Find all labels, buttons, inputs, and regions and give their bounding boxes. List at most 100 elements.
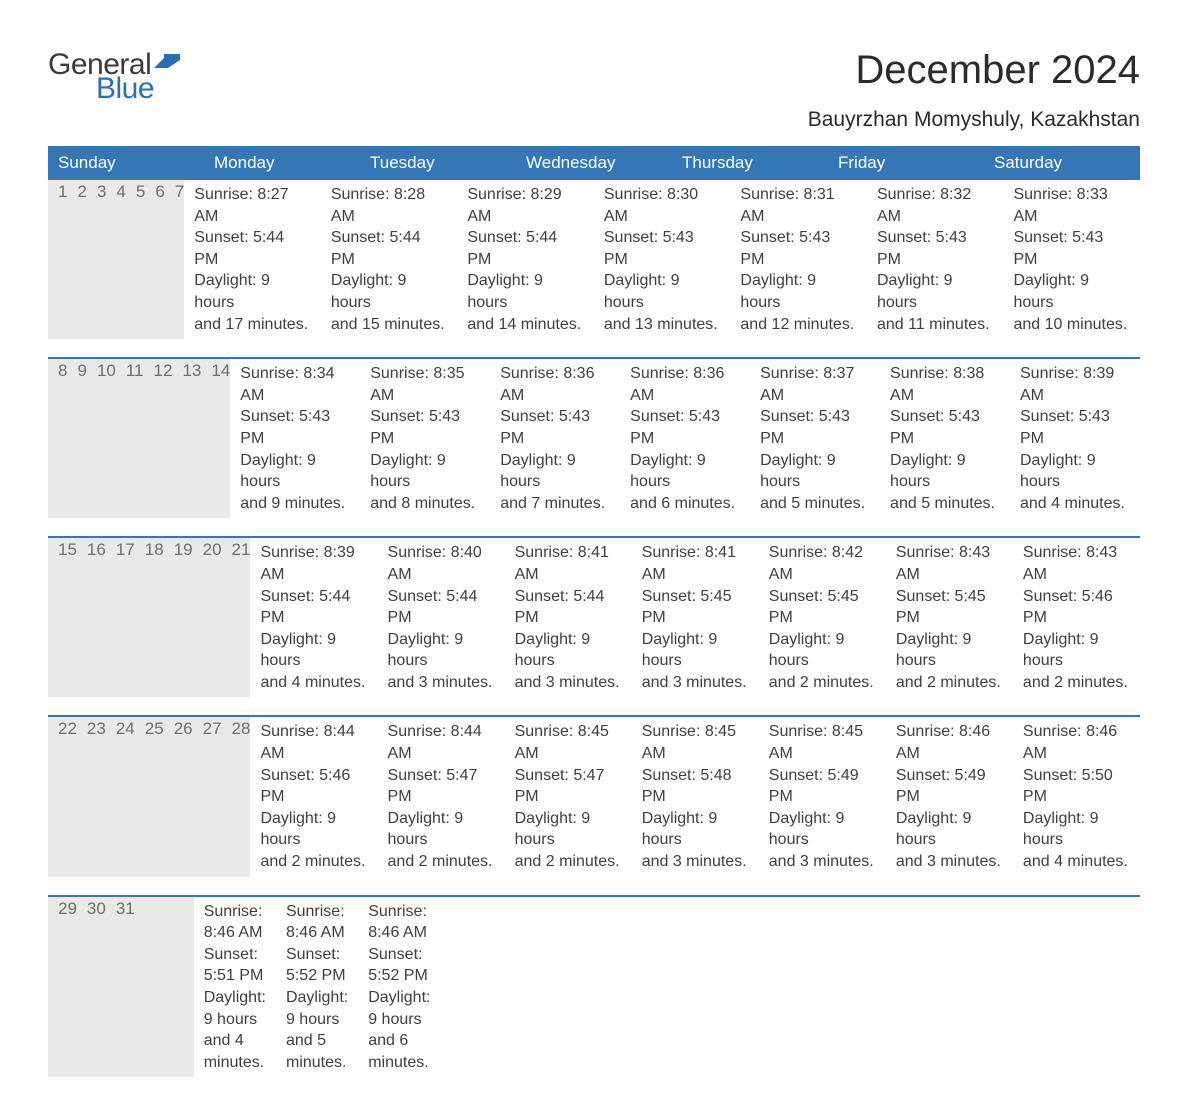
day-daylight1: Daylight: 9 hours xyxy=(240,450,350,493)
logo: General Blue xyxy=(48,50,182,104)
day-sunset: Sunset: 5:44 PM xyxy=(260,586,367,629)
day-daylight2: and 5 minutes. xyxy=(760,493,870,515)
weekday-header: Wednesday xyxy=(516,146,672,180)
day-daylight2: and 3 minutes. xyxy=(642,851,749,873)
day-daylight2: and 9 minutes. xyxy=(240,493,350,515)
day-daylight2: and 13 minutes. xyxy=(604,314,721,336)
day-daylight2: and 2 minutes. xyxy=(388,851,495,873)
day-number-row: 891011121314 xyxy=(48,359,230,518)
day-daylight1: Daylight: 9 hours xyxy=(331,270,448,313)
day-cell: Sunrise: 8:38 AMSunset: 5:43 PMDaylight:… xyxy=(880,359,1010,518)
day-cell: Sunrise: 8:41 AMSunset: 5:44 PMDaylight:… xyxy=(505,538,632,697)
day-cell: Sunrise: 8:46 AMSunset: 5:49 PMDaylight:… xyxy=(886,717,1013,876)
day-daylight1: Daylight: 9 hours xyxy=(896,808,1003,851)
day-daylight1: Daylight: 9 hours xyxy=(740,270,857,313)
day-sunrise: Sunrise: 8:45 AM xyxy=(769,721,876,764)
day-daylight2: and 3 minutes. xyxy=(515,672,622,694)
day-cell: Sunrise: 8:36 AMSunset: 5:43 PMDaylight:… xyxy=(490,359,620,518)
week-row: 293031 Sunrise: 8:46 AMSunset: 5:51 PMDa… xyxy=(48,895,1140,1078)
day-daylight2: and 5 minutes. xyxy=(890,493,1000,515)
day-number: 12 xyxy=(144,359,173,518)
day-cell xyxy=(505,897,570,1078)
day-number xyxy=(164,897,179,1078)
weekday-header-row: Sunday Monday Tuesday Wednesday Thursday… xyxy=(48,146,1140,180)
day-cell: Sunrise: 8:30 AMSunset: 5:43 PMDaylight:… xyxy=(594,180,731,339)
day-cell: Sunrise: 8:39 AMSunset: 5:43 PMDaylight:… xyxy=(1010,359,1140,518)
day-number xyxy=(179,897,194,1078)
day-daylight2: and 6 minutes. xyxy=(630,493,740,515)
day-cell: Sunrise: 8:44 AMSunset: 5:46 PMDaylight:… xyxy=(250,717,377,876)
day-number: 10 xyxy=(87,359,116,518)
day-cell: Sunrise: 8:34 AMSunset: 5:43 PMDaylight:… xyxy=(230,359,360,518)
day-cell: Sunrise: 8:46 AMSunset: 5:52 PMDaylight:… xyxy=(358,897,440,1078)
day-content-row: Sunrise: 8:27 AMSunset: 5:44 PMDaylight:… xyxy=(184,180,1140,339)
day-sunset: Sunset: 5:51 PM xyxy=(204,944,266,987)
day-sunset: Sunset: 5:44 PM xyxy=(388,586,495,629)
day-sunrise: Sunrise: 8:29 AM xyxy=(467,184,584,227)
day-content-row: Sunrise: 8:34 AMSunset: 5:43 PMDaylight:… xyxy=(230,359,1140,518)
day-number: 20 xyxy=(193,538,222,697)
day-daylight1: Daylight: 9 hours xyxy=(642,629,749,672)
day-content-row: Sunrise: 8:46 AMSunset: 5:51 PMDaylight:… xyxy=(194,897,700,1078)
day-cell: Sunrise: 8:45 AMSunset: 5:49 PMDaylight:… xyxy=(759,717,886,876)
day-sunset: Sunset: 5:48 PM xyxy=(642,765,749,808)
day-daylight1: Daylight: 9 hours xyxy=(604,270,721,313)
day-daylight1: Daylight: 9 hours xyxy=(769,629,876,672)
day-cell: Sunrise: 8:29 AMSunset: 5:44 PMDaylight:… xyxy=(457,180,594,339)
day-number: 19 xyxy=(164,538,193,697)
day-cell: Sunrise: 8:43 AMSunset: 5:46 PMDaylight:… xyxy=(1013,538,1140,697)
day-sunrise: Sunrise: 8:36 AM xyxy=(630,363,740,406)
day-sunset: Sunset: 5:43 PM xyxy=(1020,406,1130,449)
day-sunset: Sunset: 5:43 PM xyxy=(760,406,870,449)
day-cell xyxy=(635,897,700,1078)
location-subtitle: Bauyrzhan Momyshuly, Kazakhstan xyxy=(808,108,1140,132)
day-daylight1: Daylight: 9 hours xyxy=(388,629,495,672)
day-number: 16 xyxy=(77,538,106,697)
day-daylight2: and 3 minutes. xyxy=(896,851,1003,873)
month-title: December 2024 xyxy=(808,50,1140,90)
weekday-header: Saturday xyxy=(984,146,1140,180)
day-number: 7 xyxy=(165,180,184,339)
day-number: 21 xyxy=(222,538,251,697)
day-daylight1: Daylight: 9 hours xyxy=(194,270,311,313)
day-daylight2: and 3 minutes. xyxy=(769,851,876,873)
day-daylight1: Daylight: 9 hours xyxy=(1020,450,1130,493)
day-daylight1: Daylight: 9 hours xyxy=(1023,808,1130,851)
day-sunrise: Sunrise: 8:28 AM xyxy=(331,184,448,227)
day-number: 17 xyxy=(106,538,135,697)
day-number: 2 xyxy=(67,180,86,339)
day-number: 6 xyxy=(145,180,164,339)
title-block: December 2024 Bauyrzhan Momyshuly, Kazak… xyxy=(808,50,1140,142)
week-row: 1234567Sunrise: 8:27 AMSunset: 5:44 PMDa… xyxy=(48,180,1140,339)
day-cell: Sunrise: 8:35 AMSunset: 5:43 PMDaylight:… xyxy=(360,359,490,518)
day-sunset: Sunset: 5:45 PM xyxy=(769,586,876,629)
day-sunrise: Sunrise: 8:43 AM xyxy=(896,542,1003,585)
day-sunset: Sunset: 5:43 PM xyxy=(740,227,857,270)
day-daylight2: and 17 minutes. xyxy=(194,314,311,336)
day-sunset: Sunset: 5:44 PM xyxy=(331,227,448,270)
page-header: General Blue December 2024 Bauyrzhan Mom… xyxy=(48,50,1140,142)
day-cell: Sunrise: 8:28 AMSunset: 5:44 PMDaylight:… xyxy=(321,180,458,339)
day-daylight1: Daylight: 9 hours xyxy=(1023,629,1130,672)
day-cell: Sunrise: 8:41 AMSunset: 5:45 PMDaylight:… xyxy=(632,538,759,697)
week-row: 891011121314Sunrise: 8:34 AMSunset: 5:43… xyxy=(48,357,1140,518)
day-sunrise: Sunrise: 8:37 AM xyxy=(760,363,870,406)
day-sunset: Sunset: 5:43 PM xyxy=(500,406,610,449)
day-sunset: Sunset: 5:43 PM xyxy=(240,406,350,449)
weekday-header: Thursday xyxy=(672,146,828,180)
day-sunrise: Sunrise: 8:46 AM xyxy=(896,721,1003,764)
day-sunrise: Sunrise: 8:39 AM xyxy=(1020,363,1130,406)
day-cell: Sunrise: 8:45 AMSunset: 5:47 PMDaylight:… xyxy=(505,717,632,876)
weekday-header: Sunday xyxy=(48,146,204,180)
day-daylight1: Daylight: 9 hours xyxy=(769,808,876,851)
day-sunset: Sunset: 5:49 PM xyxy=(896,765,1003,808)
day-cell: Sunrise: 8:46 AMSunset: 5:52 PMDaylight:… xyxy=(276,897,358,1078)
day-daylight2: and 2 minutes. xyxy=(515,851,622,873)
day-cell: Sunrise: 8:46 AMSunset: 5:51 PMDaylight:… xyxy=(194,897,276,1078)
day-sunrise: Sunrise: 8:31 AM xyxy=(740,184,857,227)
day-number: 11 xyxy=(116,359,144,518)
day-cell: Sunrise: 8:42 AMSunset: 5:45 PMDaylight:… xyxy=(759,538,886,697)
day-daylight1: Daylight: 9 hours xyxy=(388,808,495,851)
day-number: 25 xyxy=(135,717,164,876)
day-sunset: Sunset: 5:43 PM xyxy=(370,406,480,449)
